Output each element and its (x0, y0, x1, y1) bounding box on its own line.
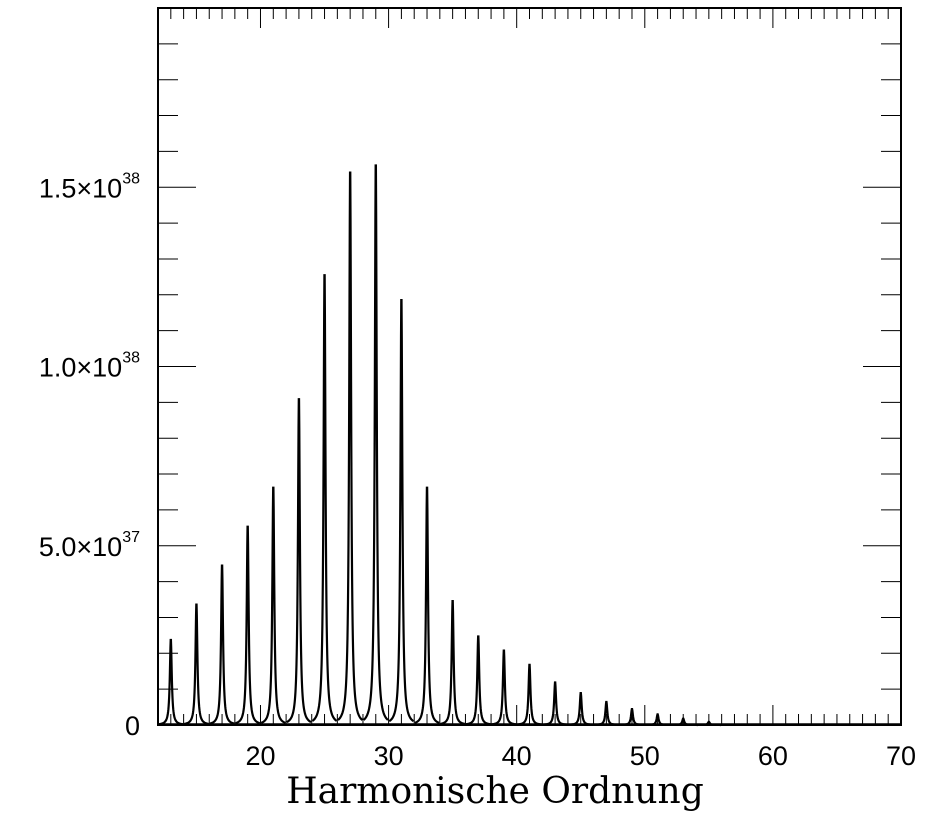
y-tick-label: 1.5×1038 (39, 170, 140, 203)
series-layer (158, 164, 901, 727)
y-tick-exponent: 38 (122, 350, 140, 367)
x-tick-label: 70 (886, 741, 916, 771)
harmonic-peak (184, 603, 209, 726)
x-tick-label: 40 (502, 741, 532, 771)
harmonic-peak (235, 525, 261, 725)
x-tick-label: 20 (245, 741, 275, 771)
harmonic-peak (337, 171, 364, 721)
x-axis-ticks: 20 30 40 50 60 70 (245, 741, 916, 771)
harmonic-peak (465, 635, 491, 726)
x-tick-label: 30 (374, 741, 404, 771)
harmonic-peak (158, 638, 184, 726)
y-tick-label: 1.0×1038 (39, 350, 140, 383)
harmonic-peak (260, 486, 286, 724)
y-tick-label: 0 (125, 711, 140, 741)
y-tick-exponent: 38 (122, 170, 140, 187)
x-axis-label: Harmonische Ordnung (286, 771, 704, 812)
harmonic-peak (645, 713, 670, 727)
plot-frame (157, 7, 902, 726)
y-tick-label: 5.0×1037 (39, 529, 140, 562)
harmonic-peak (671, 717, 696, 727)
harmonic-peak (388, 298, 415, 723)
harmonic-peak (311, 274, 338, 722)
y-tick-exponent: 37 (122, 529, 140, 546)
harmonic-peak (414, 486, 440, 724)
harmonic-peak (286, 398, 312, 724)
y-tick-mantissa: 5.0×10 (39, 532, 122, 562)
harmonic-peak (440, 599, 465, 725)
y-tick-mantissa: 0 (125, 711, 140, 741)
harmonic-peak (362, 164, 389, 721)
harmonic-peak (491, 649, 517, 726)
x-tick-label: 60 (758, 741, 788, 771)
y-tick-mantissa: 1.5×10 (39, 173, 122, 203)
x-tick-label: 50 (630, 741, 660, 771)
minor-ticks (157, 7, 902, 726)
y-tick-mantissa: 1.0×10 (39, 353, 122, 383)
harmonic-peak (209, 564, 235, 725)
harmonic-peak (696, 720, 722, 727)
